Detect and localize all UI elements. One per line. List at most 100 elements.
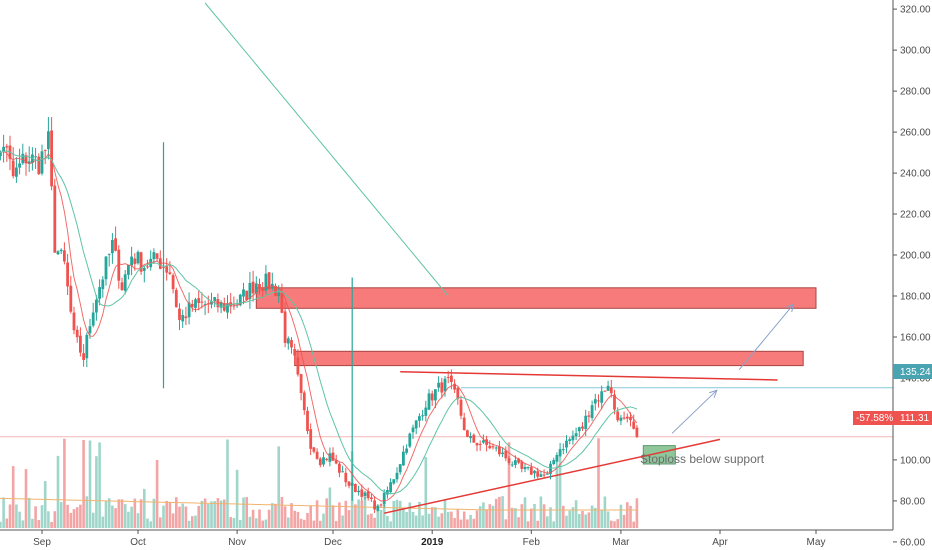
volume-bar xyxy=(136,513,140,528)
candle-body xyxy=(130,256,133,266)
candle-body xyxy=(104,256,108,280)
projection-arrow-2[interactable] xyxy=(738,303,794,371)
volume-bar xyxy=(127,511,130,528)
volume-bar xyxy=(50,521,53,528)
volume-bar xyxy=(434,507,437,528)
candle-body xyxy=(181,315,185,322)
price-tags: 135.24 -57.58% 111.31 xyxy=(853,364,932,425)
volume-bar xyxy=(459,519,463,528)
volume-bar xyxy=(319,520,322,528)
y-tick-label: 100.00 xyxy=(900,455,931,466)
candle-body xyxy=(603,390,607,392)
volume-bar xyxy=(379,509,383,528)
resistance-zone-lower[interactable] xyxy=(294,350,804,367)
volume-bar xyxy=(271,503,274,528)
candle-body xyxy=(590,405,594,418)
volume-bar xyxy=(296,511,300,528)
volume-bar xyxy=(453,518,456,528)
volume-bar xyxy=(382,500,386,528)
volume-bar xyxy=(21,520,25,528)
volume-bar xyxy=(101,516,105,528)
volume-bar xyxy=(357,499,360,528)
candle-body xyxy=(504,450,508,459)
candle-body xyxy=(82,353,85,360)
x-tick-label: Dec xyxy=(324,537,342,548)
volume-bar xyxy=(299,518,303,528)
volume-bar xyxy=(114,508,117,528)
volume-bar xyxy=(85,496,89,528)
candle-body xyxy=(142,267,146,271)
volume-bar xyxy=(277,446,280,528)
volume-bar xyxy=(69,513,73,528)
volume-bar xyxy=(328,487,332,528)
candle-body xyxy=(213,297,217,301)
volume-bar xyxy=(66,504,69,528)
volume-bar xyxy=(590,505,594,528)
x-tick-label: Nov xyxy=(228,537,246,548)
candle-body xyxy=(584,415,588,429)
volume-bar xyxy=(178,506,181,528)
volume-bar xyxy=(389,521,392,528)
candle-body xyxy=(462,417,466,431)
volume-bar xyxy=(418,501,421,528)
y-tick-label: 180.00 xyxy=(900,292,931,303)
y-tick-label: 220.00 xyxy=(900,210,931,221)
candle-body xyxy=(194,299,197,308)
candle-body xyxy=(190,304,194,307)
volume-bar xyxy=(303,519,306,528)
volume-bar xyxy=(31,518,34,528)
x-tick-label: Sep xyxy=(33,537,51,548)
volume-bar xyxy=(267,509,271,528)
candle-body xyxy=(360,489,364,497)
projection-arrow-1[interactable] xyxy=(671,389,718,434)
arrowhead-icon xyxy=(709,389,718,398)
candle-body xyxy=(373,500,376,510)
candle-body xyxy=(174,289,178,308)
resistance-zone-upper[interactable] xyxy=(255,287,817,309)
volume-bar xyxy=(510,507,514,528)
candle-body xyxy=(120,282,124,290)
candle-body xyxy=(63,250,66,262)
resistance-trendline[interactable] xyxy=(400,371,778,381)
time-axis[interactable]: Sep Oct Nov Dec 2019 Feb Mar Apr May xyxy=(0,529,893,548)
candle-body xyxy=(299,374,303,393)
price-axis[interactable]: 320.00 300.00 280.00 260.00 240.00 220.00 200.… xyxy=(892,0,932,548)
volume-bar xyxy=(606,511,610,528)
candle-body xyxy=(434,389,437,401)
stoploss-box[interactable] xyxy=(642,445,676,465)
candle-body xyxy=(85,334,89,359)
volume-bar xyxy=(498,496,501,528)
volume-bar xyxy=(354,504,357,528)
candle-body xyxy=(232,305,236,307)
volume-bar xyxy=(504,519,508,528)
volume-bar xyxy=(482,502,485,528)
candle-body xyxy=(379,504,383,506)
candle-body xyxy=(95,299,98,313)
volume-bar xyxy=(552,521,555,528)
volume-bar xyxy=(63,438,66,528)
candle-body xyxy=(577,427,581,432)
candle-body xyxy=(606,385,610,391)
candle-body xyxy=(459,399,463,416)
candle-body xyxy=(366,491,370,499)
candle-body xyxy=(322,457,325,465)
long-downtrend-line[interactable] xyxy=(204,2,449,297)
volume-bar xyxy=(226,439,229,528)
support-trendline[interactable] xyxy=(384,438,721,514)
volume-bar xyxy=(584,514,587,528)
volume-bar xyxy=(232,518,236,528)
candle-body xyxy=(600,391,604,403)
volume-bar xyxy=(248,516,252,528)
candle-body xyxy=(405,448,408,453)
candle-body xyxy=(283,311,287,343)
volume-bar xyxy=(155,460,159,528)
volume-bar xyxy=(191,516,194,528)
candle-body xyxy=(581,426,584,429)
volume-bar xyxy=(526,521,530,528)
candle-body xyxy=(117,249,121,281)
candle-body xyxy=(517,458,520,463)
volume-bar xyxy=(517,517,520,528)
volume-bar xyxy=(171,513,175,528)
